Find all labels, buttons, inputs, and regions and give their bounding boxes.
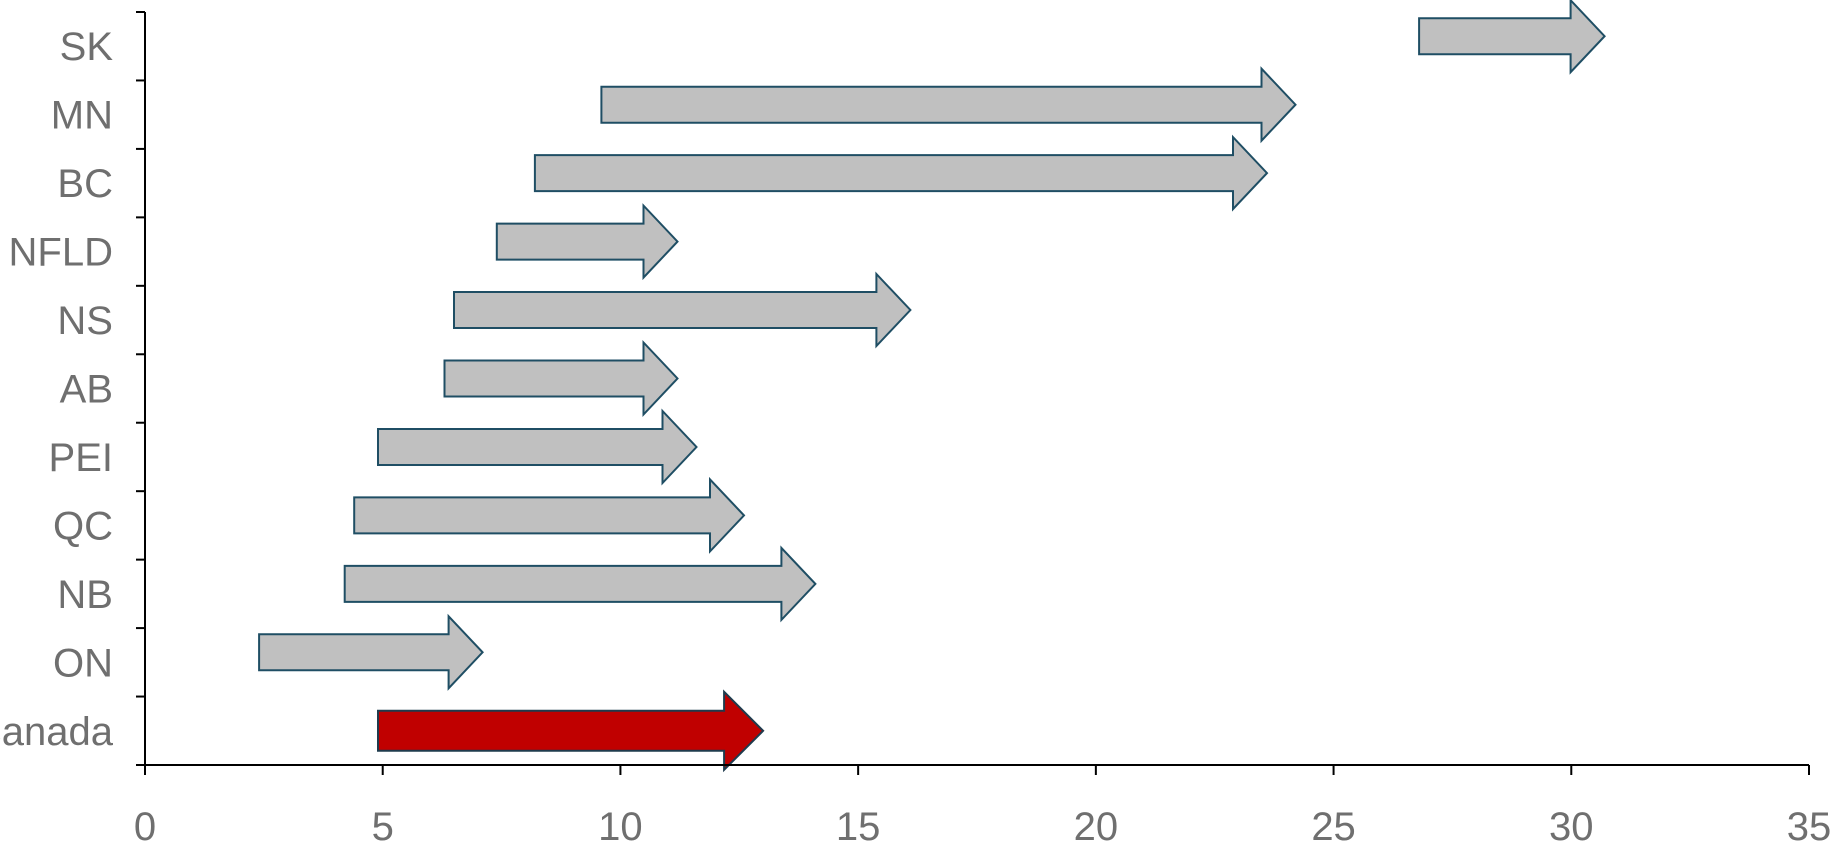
arrow-nb <box>343 545 817 623</box>
arrow-ns <box>453 271 912 349</box>
x-tick-label: 10 <box>598 805 643 843</box>
y-tick-label: NB <box>57 573 113 617</box>
arrow-canada <box>377 689 765 773</box>
x-tick-label: 5 <box>372 805 394 843</box>
arrow-mn <box>600 66 1297 144</box>
x-tick-label: 25 <box>1311 805 1356 843</box>
arrow-series <box>258 0 1606 773</box>
x-tick-label: 35 <box>1787 805 1832 843</box>
y-tick-label: BC <box>57 162 113 206</box>
y-axis-ticks <box>136 11 145 766</box>
x-axis-labels: 0 5 10 15 20 25 30 35 <box>134 805 1831 843</box>
y-tick-label: SK <box>60 25 114 69</box>
x-tick-label: 0 <box>134 805 156 843</box>
y-tick-label: NFLD <box>9 231 113 275</box>
x-tick-label: 30 <box>1549 805 1594 843</box>
arrow-ab <box>443 339 679 418</box>
arrow-on <box>258 613 484 691</box>
y-axis-labels: SK MN BC NFLD NS AB PEI QC NB ON Canada <box>0 25 114 754</box>
y-tick-label: QC <box>53 504 113 548</box>
arrow-sk <box>1418 0 1606 75</box>
y-tick-label: NS <box>57 299 113 343</box>
x-axis-ticks <box>144 765 1810 775</box>
arrow-pei <box>377 408 698 486</box>
y-tick-label: Canada <box>0 710 114 754</box>
arrow-bc <box>533 134 1269 212</box>
y-tick-label: AB <box>60 368 113 412</box>
arrow-nfld <box>495 203 679 281</box>
x-tick-label: 20 <box>1074 805 1119 843</box>
y-tick-label: MN <box>51 94 113 138</box>
axes <box>136 11 1810 775</box>
y-tick-label: ON <box>53 641 113 685</box>
y-tick-label: PEI <box>49 436 113 480</box>
arrow-qc <box>353 476 746 554</box>
x-tick-label: 15 <box>836 805 881 843</box>
